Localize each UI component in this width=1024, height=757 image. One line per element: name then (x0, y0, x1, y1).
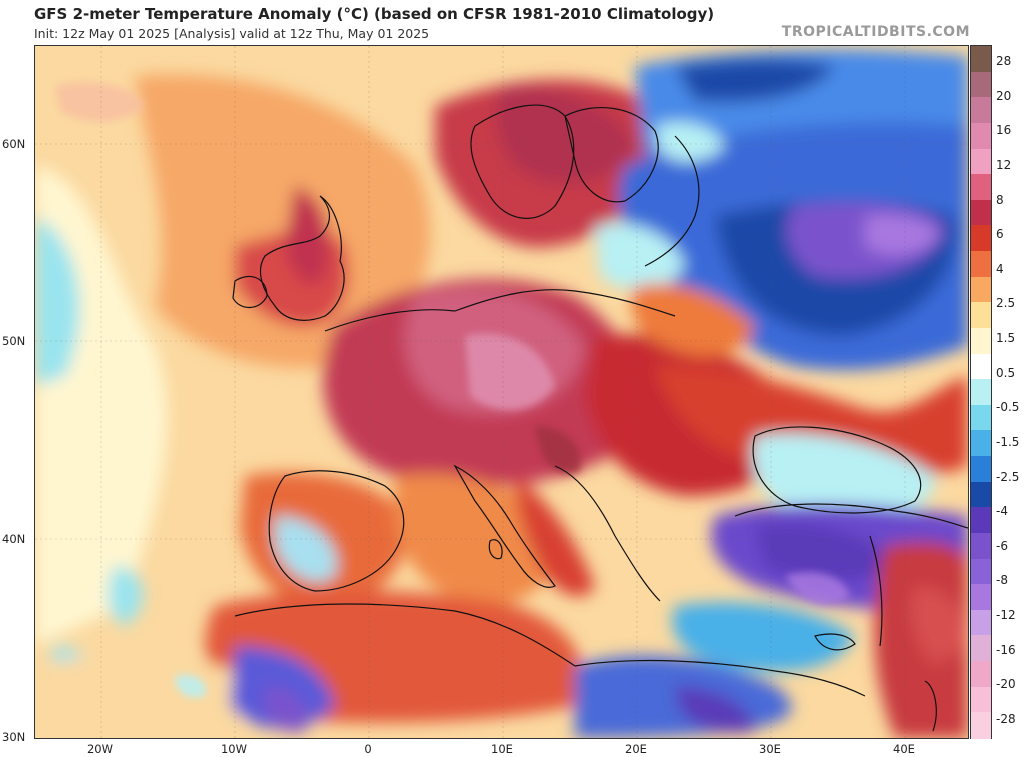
colorbar-label: -20 (996, 677, 1016, 692)
colorbar-label: -12 (996, 608, 1016, 623)
colorbar-swatch (971, 712, 991, 739)
colorbar-swatch (971, 379, 991, 406)
colorbar-swatch (971, 686, 991, 713)
colorbar-label: 0.5 (996, 365, 1016, 380)
colorbar-label: 4 (996, 261, 1004, 276)
colorbar-swatch (971, 225, 991, 252)
colorbar-label: 28 (996, 54, 1012, 68)
colorbar-swatch (971, 199, 991, 226)
colorbar-label: 16 (996, 123, 1012, 138)
anomaly-field (35, 49, 968, 738)
lat-label-50n: 50N (2, 334, 26, 348)
colorbar-label: -8 (996, 573, 1008, 588)
lat-label-60n: 60N (2, 137, 26, 151)
graticule (35, 46, 968, 738)
colorbar-swatch (971, 481, 991, 508)
colorbar (970, 45, 992, 739)
lon-label-40e: 40E (893, 742, 915, 756)
colorbar-label: -4 (996, 504, 1008, 519)
colorbar-swatch (971, 532, 991, 560)
colorbar-swatch (971, 97, 991, 124)
map-title: GFS 2-meter Temperature Anomaly (°C) (ba… (34, 5, 715, 23)
colorbar-label: -16 (996, 642, 1016, 657)
colorbar-swatch (971, 456, 991, 483)
lon-label-30e: 30E (759, 742, 781, 756)
lon-label-20e: 20E (625, 742, 647, 756)
colorbar-swatch (971, 584, 991, 611)
colorbar-swatch (971, 507, 991, 534)
anomaly-map (34, 45, 969, 739)
colorbar-label: 8 (996, 192, 1004, 207)
lat-label-30n: 30N (2, 730, 26, 744)
colorbar-label: -6 (996, 538, 1008, 553)
colorbar-swatch (971, 251, 991, 278)
colorbar-label: 2.5 (996, 296, 1016, 311)
colorbar-label: -1.5 (996, 434, 1020, 449)
brand-watermark: TROPICALTIDBITS.COM (781, 24, 970, 40)
anomaly-detail (55, 82, 850, 698)
colorbar-swatch (971, 635, 991, 662)
lon-label-0: 0 (364, 742, 372, 756)
colorbar-swatch (971, 302, 991, 329)
map-canvas (35, 46, 968, 738)
lon-label-20w: 20W (86, 742, 114, 756)
colorbar-label: -0.5 (996, 400, 1020, 415)
colorbar-swatch (971, 327, 991, 355)
colorbar-swatch (971, 46, 991, 73)
colorbar-label: 6 (996, 227, 1004, 242)
colorbar-swatch (971, 609, 991, 637)
lon-label-10e: 10E (491, 742, 513, 756)
lat-label-40n: 40N (2, 532, 26, 546)
colorbar-swatch (971, 122, 991, 150)
colorbar-swatch (971, 71, 991, 98)
colorbar-label: 20 (996, 88, 1012, 103)
colorbar-label: 1.5 (996, 331, 1016, 346)
colorbar-swatch (971, 174, 991, 201)
lon-label-10w: 10W (220, 742, 248, 756)
colorbar-label: -2.5 (996, 469, 1020, 484)
colorbar-swatch (971, 148, 991, 175)
colorbar-label: 12 (996, 157, 1012, 172)
colorbar-swatch (971, 404, 991, 432)
coastlines (232, 104, 968, 732)
map-subtitle: Init: 12z May 01 2025 [Analysis] valid a… (34, 26, 430, 41)
colorbar-swatch (971, 276, 991, 303)
colorbar-swatch (971, 353, 991, 380)
colorbar-swatch (971, 661, 991, 688)
colorbar-label: -28 (996, 712, 1016, 726)
colorbar-swatch (971, 430, 991, 457)
colorbar-swatch (971, 558, 991, 585)
